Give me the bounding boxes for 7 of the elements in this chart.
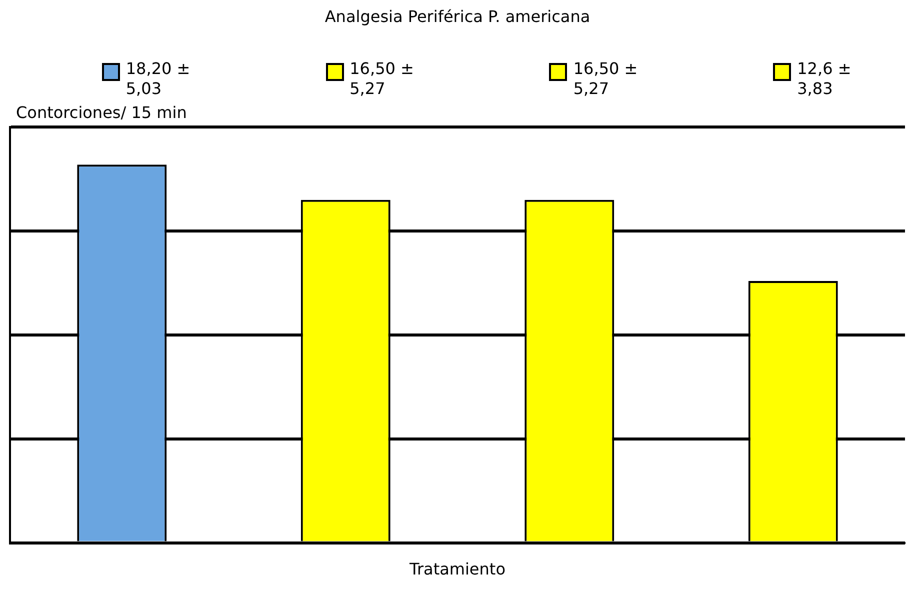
text: Contorciones/ 15 min — [16, 103, 187, 124]
data-label: 18,20 ± 5,03 — [126, 59, 192, 100]
data-label: 12,6 ± 3,83 — [797, 59, 852, 100]
x-axis-title: Tratamiento — [408, 560, 506, 579]
chart-title: Analgesia Periférica P. americana — [324, 6, 590, 26]
data-label: 16,50 ± 5,27 — [573, 59, 639, 100]
data-label: 16,50 ± 5,27 — [350, 59, 415, 100]
